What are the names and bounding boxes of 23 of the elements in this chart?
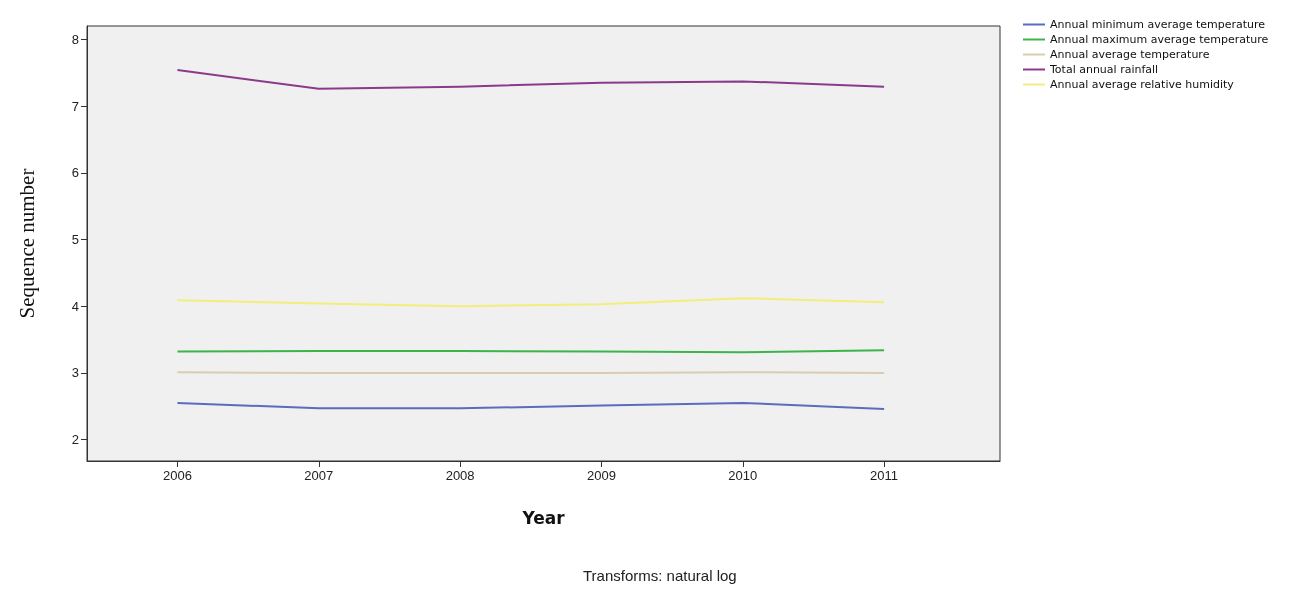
line-series [176,69,886,90]
x-tick-label: 2007 [304,468,334,483]
y-tick-label: 5 [71,232,79,247]
y-tick-label: 2 [71,432,79,448]
legend-label: Annual average temperature [1050,48,1210,61]
x-axis-title: Year [521,507,566,528]
y-tick-label: 3 [71,365,79,381]
x-tick-label: 2008 [445,468,475,483]
x-tick-label: 2010 [728,468,758,483]
legend-label: Total annual rainfall [1049,63,1159,76]
y-tick-label: 6 [71,165,79,181]
y-tick-label: 7 [71,98,79,114]
x-tick-label: 2011 [870,468,899,483]
legend-label: Annual minimum average temperature [1050,18,1266,31]
legend-label: Annual maximum average temperature [1050,33,1269,46]
y-axis-title: Sequence number [14,168,39,319]
line-series [176,297,886,308]
x-tick-label: 2009 [586,468,616,483]
y-tick-label: 4 [71,298,79,314]
x-tick-label: 2006 [162,468,192,483]
y-tick-label: 8 [71,31,79,47]
legend-label: Annual average relative humidity [1050,78,1235,91]
text: Transforms: natural log [583,567,737,584]
